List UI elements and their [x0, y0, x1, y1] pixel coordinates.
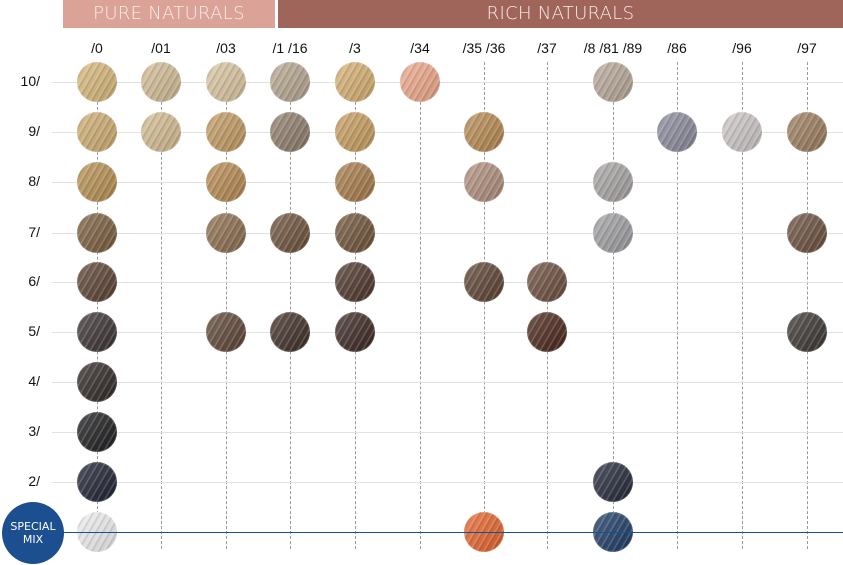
color-swatch[interactable] [335, 62, 375, 102]
color-swatch[interactable] [206, 62, 246, 102]
column-label: /3 [349, 40, 361, 56]
column-label: /97 [797, 40, 817, 56]
color-swatch[interactable] [593, 62, 633, 102]
column-guide [807, 62, 808, 549]
color-swatch[interactable] [77, 362, 117, 402]
column-guide [290, 62, 291, 549]
row-guide [52, 482, 843, 483]
column-label: /03 [216, 40, 236, 56]
column-guide [677, 62, 678, 549]
row-label: 3/ [28, 423, 40, 439]
color-swatch[interactable] [464, 112, 504, 152]
column-label: /96 [732, 40, 752, 56]
row-label: 8/ [28, 173, 40, 189]
column-label: /86 [667, 40, 687, 56]
row-guide [52, 282, 843, 283]
color-swatch[interactable] [141, 62, 181, 102]
row-guide [52, 432, 843, 433]
color-swatch[interactable] [527, 262, 567, 302]
color-swatch[interactable] [464, 162, 504, 202]
special-label-2: MIX [22, 533, 44, 546]
column-guide [742, 62, 743, 549]
row-label: 4/ [28, 373, 40, 389]
color-swatch[interactable] [787, 312, 827, 352]
row-label: 7/ [28, 224, 40, 240]
color-swatch[interactable] [206, 112, 246, 152]
row-guide [52, 233, 843, 234]
column-guide [547, 62, 548, 549]
column-label: /35 /36 [462, 40, 506, 56]
color-swatch[interactable] [77, 312, 117, 352]
color-swatch[interactable] [722, 112, 762, 152]
color-swatch[interactable] [400, 62, 440, 102]
color-swatch[interactable] [206, 312, 246, 352]
row-guide [52, 82, 843, 83]
color-swatch[interactable] [787, 112, 827, 152]
column-guide [226, 62, 227, 549]
row-guide [52, 132, 843, 133]
column-label: /8 /81 /89 [583, 40, 643, 56]
color-swatch[interactable] [335, 312, 375, 352]
row-label: 5/ [28, 323, 40, 339]
color-swatch[interactable] [77, 412, 117, 452]
color-swatch[interactable] [335, 162, 375, 202]
color-swatch[interactable] [593, 462, 633, 502]
color-swatch[interactable] [593, 162, 633, 202]
special-mix-badge: SPECIAL MIX [2, 502, 64, 564]
color-swatch[interactable] [270, 213, 310, 253]
color-swatch[interactable] [270, 62, 310, 102]
color-swatch[interactable] [77, 213, 117, 253]
column-label: /37 [537, 40, 557, 56]
special-mix-line [60, 532, 843, 533]
column-guide [355, 62, 356, 549]
color-swatch[interactable] [77, 112, 117, 152]
row-label: 10/ [20, 73, 40, 89]
column-label: /0 [91, 40, 103, 56]
pure-naturals-header: PURE NATURALS [63, 0, 275, 28]
color-swatch[interactable] [593, 213, 633, 253]
color-swatch[interactable] [77, 62, 117, 102]
color-swatch[interactable] [335, 213, 375, 253]
row-label: 9/ [28, 123, 40, 139]
color-swatch[interactable] [527, 312, 567, 352]
color-swatch[interactable] [77, 162, 117, 202]
color-swatch[interactable] [335, 112, 375, 152]
color-swatch[interactable] [787, 213, 827, 253]
color-swatch[interactable] [270, 312, 310, 352]
special-label-1: SPECIAL [10, 520, 56, 533]
color-swatch[interactable] [77, 462, 117, 502]
color-swatch[interactable] [141, 112, 181, 152]
row-label: 6/ [28, 273, 40, 289]
color-swatch[interactable] [77, 262, 117, 302]
color-swatch[interactable] [464, 262, 504, 302]
color-swatch[interactable] [270, 112, 310, 152]
column-guide [613, 62, 614, 549]
rich-naturals-header: RICH NATURALS [278, 0, 843, 28]
color-swatch[interactable] [657, 112, 697, 152]
column-label: /34 [410, 40, 430, 56]
column-guide [420, 62, 421, 549]
column-label: /01 [151, 40, 171, 56]
row-guide [52, 382, 843, 383]
row-label: 2/ [28, 473, 40, 489]
column-guide [484, 62, 485, 549]
row-guide [52, 332, 843, 333]
color-swatch[interactable] [206, 162, 246, 202]
column-guide [97, 62, 98, 549]
column-guide [161, 62, 162, 549]
color-swatch[interactable] [335, 262, 375, 302]
column-label: /1 /16 [272, 40, 308, 56]
row-guide [52, 182, 843, 183]
color-swatch[interactable] [206, 213, 246, 253]
